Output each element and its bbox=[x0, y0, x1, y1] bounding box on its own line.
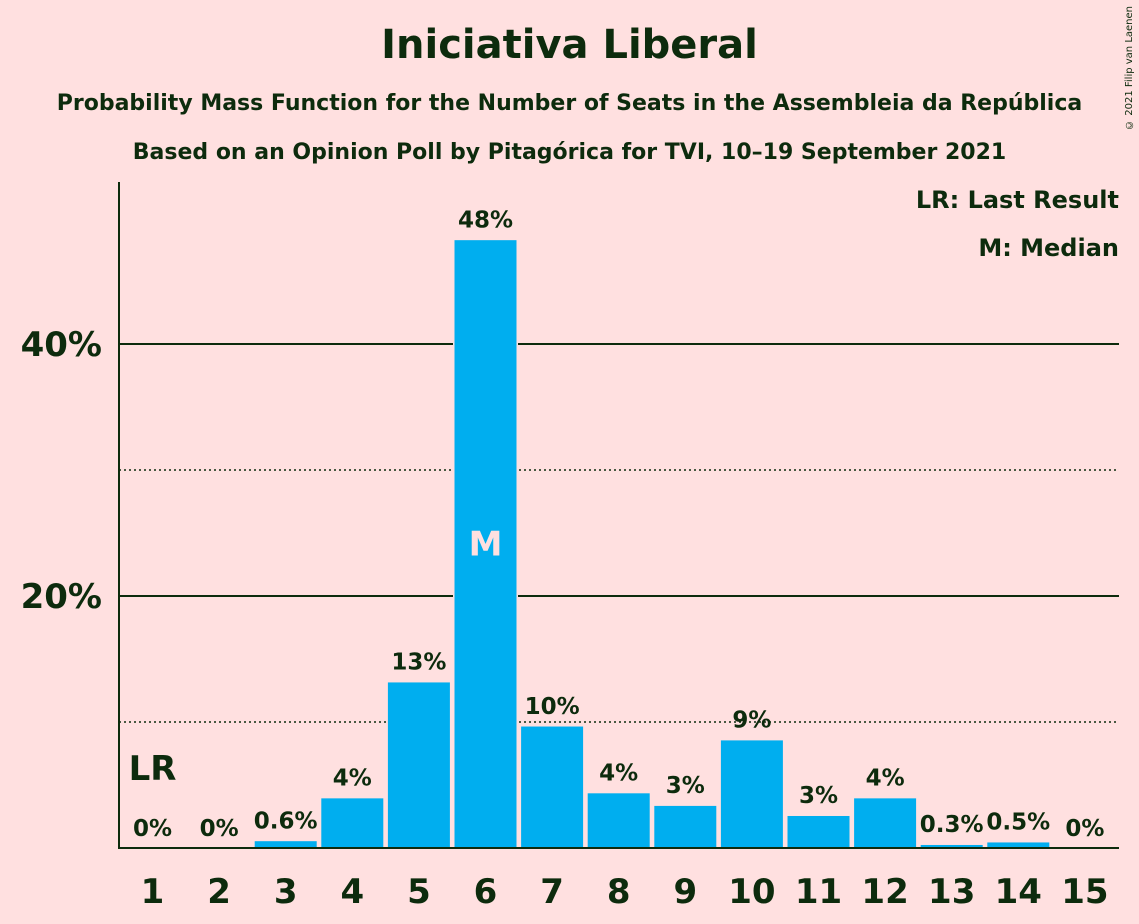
chart-subtitle-2: Based on an Opinion Poll by Pitagórica f… bbox=[132, 140, 1007, 165]
data-label: 0% bbox=[200, 816, 239, 842]
data-label: 0.6% bbox=[254, 808, 318, 834]
data-label: 10% bbox=[525, 694, 580, 720]
bar bbox=[719, 738, 785, 849]
chart-subtitle: Probability Mass Function for the Number… bbox=[56, 91, 1083, 116]
x-tick-label: 12 bbox=[861, 872, 908, 912]
x-tick-label: 9 bbox=[673, 872, 697, 912]
bar bbox=[319, 796, 385, 849]
data-label: 3% bbox=[666, 773, 705, 799]
x-tick-label: 11 bbox=[795, 872, 842, 912]
data-label: 0% bbox=[1065, 816, 1104, 842]
chart-title: Iniciativa Liberal bbox=[381, 22, 758, 68]
x-tick-label: 13 bbox=[928, 872, 975, 912]
y-tick-label: 40% bbox=[21, 325, 102, 365]
x-tick-label: 1 bbox=[141, 872, 165, 912]
bar bbox=[519, 725, 585, 849]
data-label: 0% bbox=[133, 816, 172, 842]
median-marker: M bbox=[469, 525, 503, 565]
x-tick-label: 15 bbox=[1061, 872, 1108, 912]
data-label: 3% bbox=[799, 783, 838, 809]
data-label: 9% bbox=[732, 708, 771, 734]
x-tick-label: 5 bbox=[407, 872, 431, 912]
data-label: 4% bbox=[866, 766, 905, 792]
x-tick-label: 8 bbox=[607, 872, 631, 912]
bar bbox=[786, 814, 851, 849]
x-tick-label: 4 bbox=[340, 872, 364, 912]
legend-last-result: LR: Last Result bbox=[915, 186, 1119, 214]
bar bbox=[386, 680, 452, 849]
y-tick-label: 20% bbox=[21, 577, 102, 617]
data-label: 0.3% bbox=[920, 812, 984, 838]
data-label: 4% bbox=[333, 766, 372, 792]
data-label: 48% bbox=[458, 207, 513, 233]
x-tick-label: 3 bbox=[274, 872, 298, 912]
x-tick-label: 2 bbox=[207, 872, 231, 912]
x-tick-label: 10 bbox=[728, 872, 775, 912]
bar bbox=[253, 839, 319, 849]
legend-median: M: Median bbox=[978, 234, 1119, 262]
x-tick-label: 6 bbox=[474, 872, 498, 912]
bar bbox=[453, 238, 518, 849]
x-tick-label: 14 bbox=[995, 872, 1042, 912]
bar bbox=[586, 791, 652, 849]
last-result-marker: LR bbox=[129, 749, 177, 789]
data-label: 13% bbox=[391, 650, 446, 676]
bar bbox=[652, 804, 718, 849]
data-label: 4% bbox=[599, 761, 638, 787]
bar bbox=[852, 796, 918, 849]
data-label: 0.5% bbox=[986, 810, 1050, 836]
x-tick-label: 7 bbox=[540, 872, 564, 912]
